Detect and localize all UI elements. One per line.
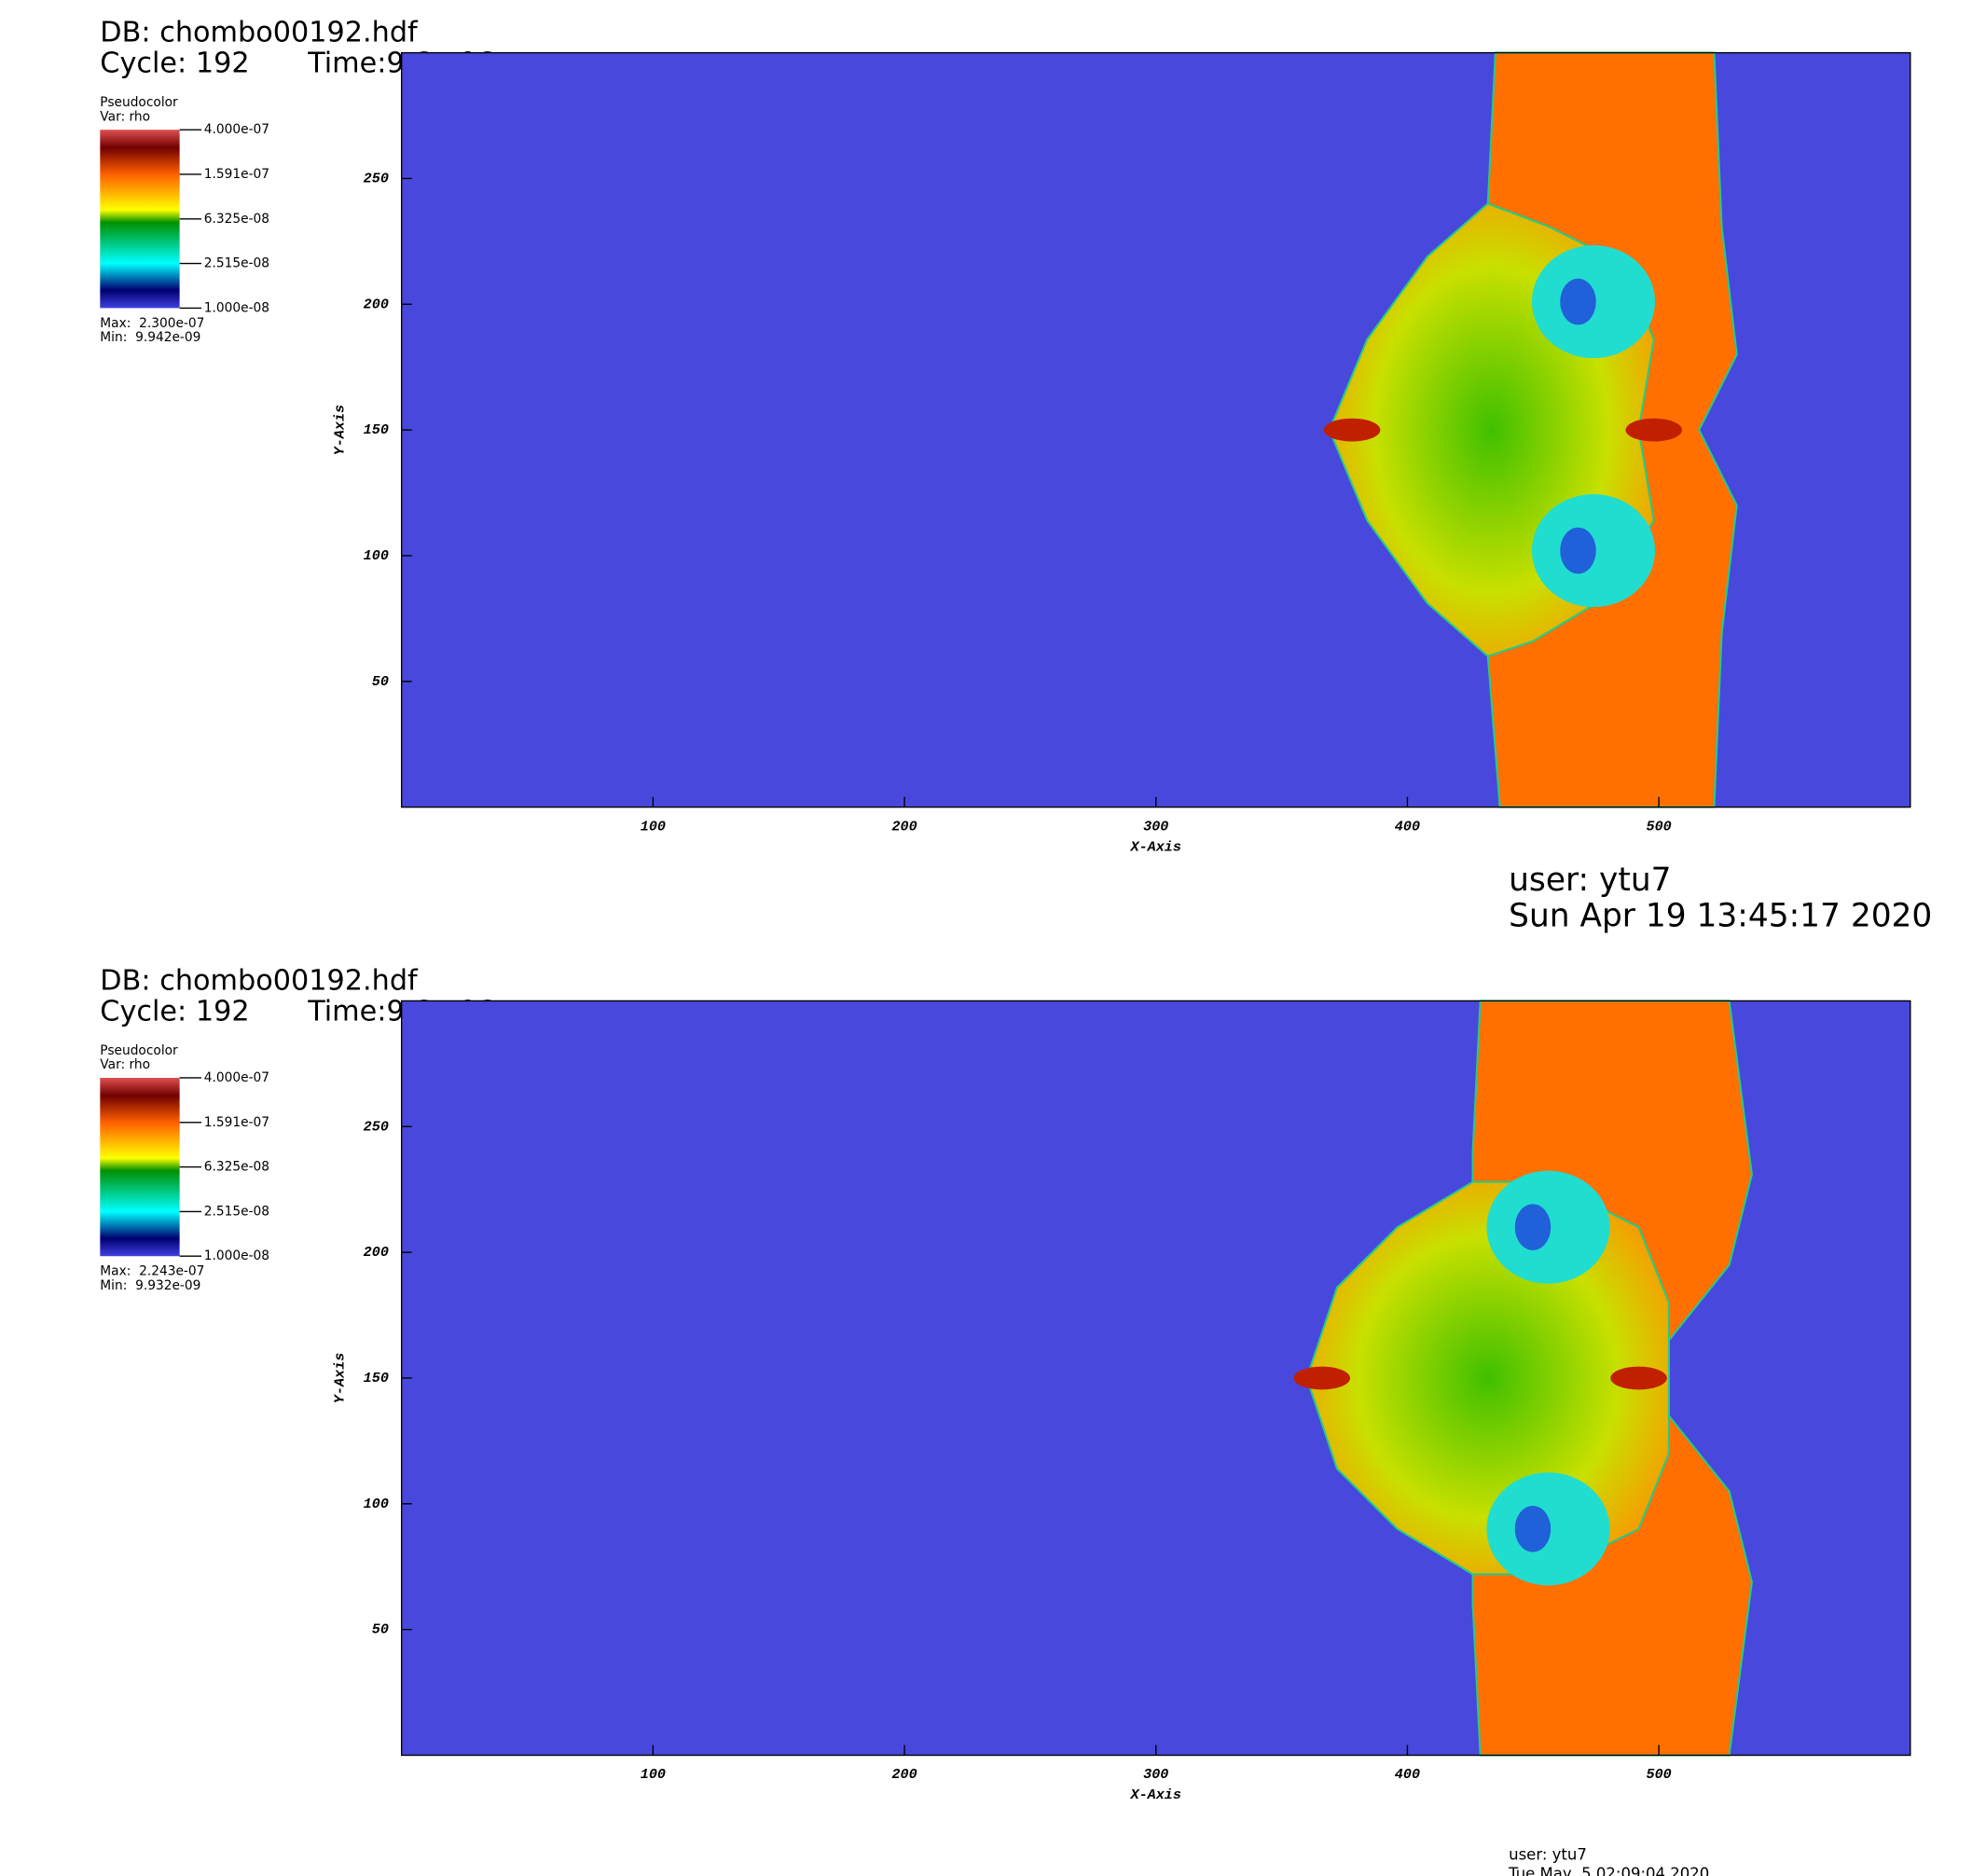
database-name: DB: chombo00192.hdf <box>100 16 419 48</box>
y-tick-label: 150 <box>364 421 389 438</box>
database-name: DB: chombo00192.hdf <box>100 964 419 997</box>
legend-max: Max: 2.243e-07 <box>100 1264 204 1279</box>
x-tick-label: 300 <box>1143 1766 1168 1783</box>
x-tick-label: 500 <box>1647 818 1672 835</box>
colorbar-tick-label: 1.000e-08 <box>204 1248 269 1263</box>
legend-title: Pseudocolor <box>100 1043 178 1058</box>
colorbar-tick-label: 2.515e-08 <box>204 1204 269 1219</box>
date: Tue May 5 02:09:04 2020 <box>1508 1865 1709 1876</box>
date: Sun Apr 19 13:45:17 2020 <box>1509 897 1932 934</box>
y-tick-label: 250 <box>364 170 389 186</box>
colorbar <box>100 1077 180 1257</box>
colorbar-tick-label: 2.515e-08 <box>204 256 269 271</box>
x-tick-label: 200 <box>891 818 917 835</box>
colorbar-tick-label: 1.591e-07 <box>204 167 269 182</box>
x-tick-label: 400 <box>1395 818 1420 835</box>
y-tick-label: 250 <box>364 1118 389 1135</box>
y-tick-label: 100 <box>364 1496 389 1512</box>
high-density-region <box>1610 1366 1667 1390</box>
legend-min: Min: 9.932e-09 <box>100 1278 200 1293</box>
x-tick-label: 500 <box>1647 1766 1672 1783</box>
high-density-region <box>1293 1366 1351 1390</box>
cycle: Cycle: 192 <box>100 995 249 1028</box>
colorbar-tick-label: 6.325e-08 <box>204 1160 269 1175</box>
lowest-density-core <box>1560 278 1596 325</box>
x-tick-label: 100 <box>641 818 666 835</box>
y-tick-label: 50 <box>372 673 389 690</box>
colorbar-tick-label: 4.000e-07 <box>204 122 269 137</box>
y-axis-title: Y-Axis <box>332 405 349 455</box>
high-density-region <box>1323 418 1381 442</box>
y-tick-label: 50 <box>372 1621 389 1638</box>
legend-max: Max: 2.300e-07 <box>100 316 204 331</box>
colorbar <box>100 130 180 309</box>
high-density-region <box>1625 418 1683 442</box>
y-tick-label: 200 <box>364 296 389 312</box>
y-tick-label: 100 <box>364 547 389 564</box>
user: user: ytu7 <box>1509 1845 1587 1863</box>
legend-variable: Var: rho <box>100 1057 150 1072</box>
lowest-density-core <box>1514 1506 1552 1552</box>
x-tick-label: 400 <box>1395 1766 1420 1783</box>
lowest-density-core <box>1560 527 1596 574</box>
x-axis-title: X-Axis <box>1130 838 1181 855</box>
x-axis-title: X-Axis <box>1130 1786 1181 1803</box>
colorbar-tick-label: 6.325e-08 <box>204 212 269 227</box>
legend-variable: Var: rho <box>100 109 150 124</box>
user: user: ytu7 <box>1509 862 1671 899</box>
legend-min: Min: 9.942e-09 <box>100 330 200 345</box>
y-tick-label: 150 <box>364 1370 389 1386</box>
lowest-density-core <box>1514 1204 1552 1250</box>
colorbar-tick-label: 1.000e-08 <box>204 300 269 315</box>
y-axis-title: Y-Axis <box>332 1353 349 1403</box>
y-tick-label: 200 <box>364 1244 389 1261</box>
colorbar-tick-label: 4.000e-07 <box>204 1070 269 1085</box>
x-tick-label: 100 <box>641 1766 666 1783</box>
x-tick-label: 300 <box>1143 818 1168 835</box>
colorbar-tick-label: 1.591e-07 <box>204 1115 269 1130</box>
x-tick-label: 200 <box>891 1766 917 1783</box>
legend-title: Pseudocolor <box>100 95 178 110</box>
cycle: Cycle: 192 <box>100 47 249 79</box>
